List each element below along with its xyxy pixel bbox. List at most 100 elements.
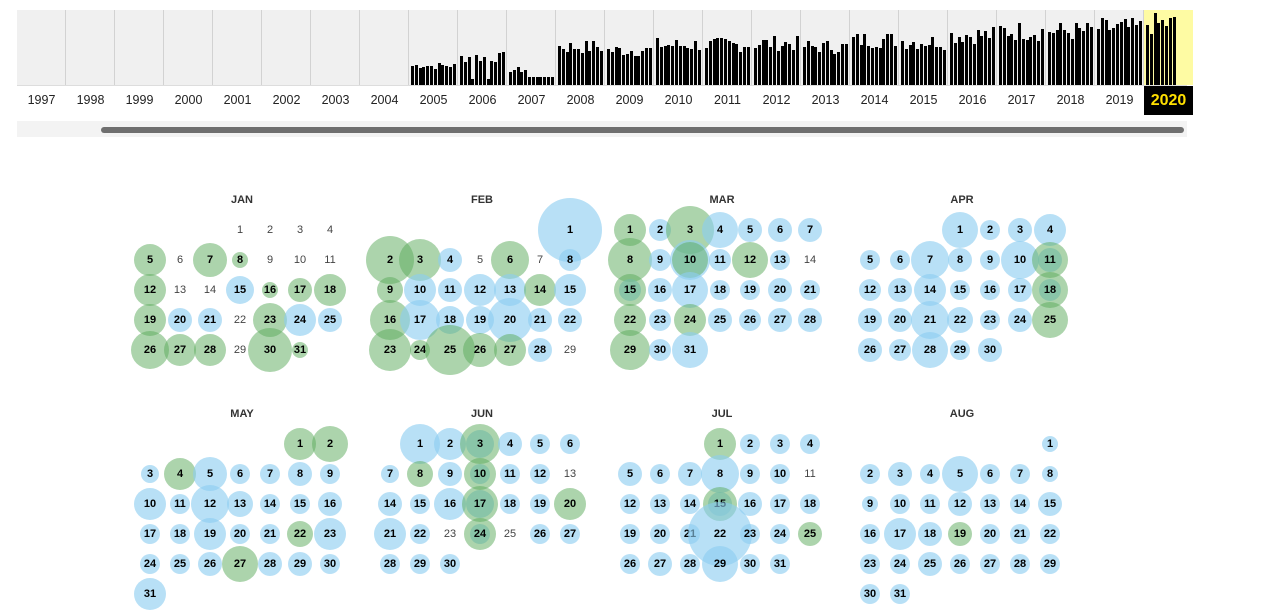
year-label-2002[interactable]: 2002 <box>272 93 301 107</box>
day-may-18[interactable]: 18 <box>173 528 187 540</box>
day-jul-13[interactable]: 13 <box>653 498 667 510</box>
day-jul-22[interactable]: 22 <box>713 528 727 540</box>
day-aug-23[interactable]: 23 <box>863 558 877 570</box>
day-jul-14[interactable]: 14 <box>683 498 697 510</box>
day-jan-21[interactable]: 21 <box>203 314 217 326</box>
day-mar-13[interactable]: 13 <box>773 254 787 266</box>
day-jul-25[interactable]: 25 <box>803 528 817 540</box>
day-aug-18[interactable]: 18 <box>923 528 937 540</box>
year-label-2012[interactable]: 2012 <box>762 93 791 107</box>
day-feb-4[interactable]: 4 <box>446 254 454 266</box>
day-feb-18[interactable]: 18 <box>443 314 457 326</box>
day-apr-24[interactable]: 24 <box>1013 314 1027 326</box>
day-jul-3[interactable]: 3 <box>776 438 784 450</box>
day-apr-7[interactable]: 7 <box>926 254 934 266</box>
day-apr-25[interactable]: 25 <box>1043 314 1057 326</box>
day-jul-16[interactable]: 16 <box>743 498 757 510</box>
day-mar-8[interactable]: 8 <box>626 254 634 266</box>
day-jan-25[interactable]: 25 <box>323 314 337 326</box>
day-jul-17[interactable]: 17 <box>773 498 787 510</box>
day-may-16[interactable]: 16 <box>323 498 337 510</box>
day-feb-1[interactable]: 1 <box>566 224 574 236</box>
day-mar-19[interactable]: 19 <box>743 284 757 296</box>
day-apr-6[interactable]: 6 <box>896 254 904 266</box>
day-jul-28[interactable]: 28 <box>683 558 697 570</box>
day-jun-16[interactable]: 16 <box>443 498 457 510</box>
day-apr-16[interactable]: 16 <box>983 284 997 296</box>
day-jan-30[interactable]: 30 <box>263 344 277 356</box>
day-jun-24[interactable]: 24 <box>473 528 487 540</box>
day-jun-5[interactable]: 5 <box>536 438 544 450</box>
day-jul-4[interactable]: 4 <box>806 438 814 450</box>
day-mar-5[interactable]: 5 <box>746 224 754 236</box>
day-mar-16[interactable]: 16 <box>653 284 667 296</box>
day-aug-17[interactable]: 17 <box>893 528 907 540</box>
day-jan-5[interactable]: 5 <box>146 254 154 266</box>
year-label-1998[interactable]: 1998 <box>76 93 105 107</box>
day-feb-6[interactable]: 6 <box>506 254 514 266</box>
year-column-1999[interactable] <box>115 10 164 85</box>
day-jun-27[interactable]: 27 <box>563 528 577 540</box>
day-feb-20[interactable]: 20 <box>503 314 517 326</box>
year-column-2004[interactable] <box>360 10 409 85</box>
day-apr-13[interactable]: 13 <box>893 284 907 296</box>
year-label-2005[interactable]: 2005 <box>419 93 448 107</box>
day-aug-4[interactable]: 4 <box>926 468 934 480</box>
day-jun-8[interactable]: 8 <box>416 468 424 480</box>
day-apr-23[interactable]: 23 <box>983 314 997 326</box>
day-aug-20[interactable]: 20 <box>983 528 997 540</box>
year-column-2016[interactable] <box>948 10 997 85</box>
day-apr-10[interactable]: 10 <box>1013 254 1027 266</box>
year-label-2003[interactable]: 2003 <box>321 93 350 107</box>
day-jan-16[interactable]: 16 <box>263 284 277 296</box>
day-jun-2[interactable]: 2 <box>446 438 454 450</box>
day-apr-29[interactable]: 29 <box>953 344 967 356</box>
day-jan-7[interactable]: 7 <box>206 254 214 266</box>
day-aug-28[interactable]: 28 <box>1013 558 1027 570</box>
day-apr-27[interactable]: 27 <box>893 344 907 356</box>
day-aug-25[interactable]: 25 <box>923 558 937 570</box>
year-label-2008[interactable]: 2008 <box>566 93 595 107</box>
day-jul-19[interactable]: 19 <box>623 528 637 540</box>
year-label-2016[interactable]: 2016 <box>958 93 987 107</box>
day-mar-2[interactable]: 2 <box>656 224 664 236</box>
year-column-2007[interactable] <box>507 10 556 85</box>
day-mar-9[interactable]: 9 <box>656 254 664 266</box>
day-may-3[interactable]: 3 <box>146 468 154 480</box>
day-jun-20[interactable]: 20 <box>563 498 577 510</box>
day-jun-17[interactable]: 17 <box>473 498 487 510</box>
year-column-2013[interactable] <box>801 10 850 85</box>
day-aug-21[interactable]: 21 <box>1013 528 1027 540</box>
day-jun-21[interactable]: 21 <box>383 528 397 540</box>
day-jan-17[interactable]: 17 <box>293 284 307 296</box>
year-column-1998[interactable] <box>66 10 115 85</box>
day-may-10[interactable]: 10 <box>143 498 157 510</box>
day-jan-24[interactable]: 24 <box>293 314 307 326</box>
day-mar-25[interactable]: 25 <box>713 314 727 326</box>
day-feb-19[interactable]: 19 <box>473 314 487 326</box>
day-may-23[interactable]: 23 <box>323 528 337 540</box>
day-jan-20[interactable]: 20 <box>173 314 187 326</box>
day-feb-13[interactable]: 13 <box>503 284 517 296</box>
day-may-30[interactable]: 30 <box>323 558 337 570</box>
day-apr-30[interactable]: 30 <box>983 344 997 356</box>
day-mar-24[interactable]: 24 <box>683 314 697 326</box>
day-jan-18[interactable]: 18 <box>323 284 337 296</box>
day-apr-1[interactable]: 1 <box>956 224 964 236</box>
day-mar-7[interactable]: 7 <box>806 224 814 236</box>
day-jun-1[interactable]: 1 <box>416 438 424 450</box>
day-mar-27[interactable]: 27 <box>773 314 787 326</box>
day-jun-15[interactable]: 15 <box>413 498 427 510</box>
day-feb-21[interactable]: 21 <box>533 314 547 326</box>
day-jul-12[interactable]: 12 <box>623 498 637 510</box>
day-jul-26[interactable]: 26 <box>623 558 637 570</box>
day-aug-19[interactable]: 19 <box>953 528 967 540</box>
day-may-21[interactable]: 21 <box>263 528 277 540</box>
day-may-14[interactable]: 14 <box>263 498 277 510</box>
day-mar-28[interactable]: 28 <box>803 314 817 326</box>
year-column-2003[interactable] <box>311 10 360 85</box>
day-jan-12[interactable]: 12 <box>143 284 157 296</box>
day-apr-2[interactable]: 2 <box>986 224 994 236</box>
day-aug-7[interactable]: 7 <box>1016 468 1024 480</box>
day-jun-7[interactable]: 7 <box>386 468 394 480</box>
